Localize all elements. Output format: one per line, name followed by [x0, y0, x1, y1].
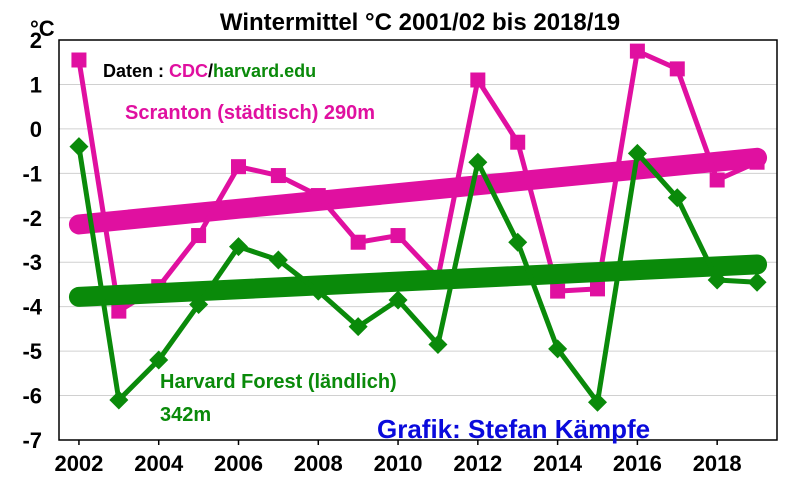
x-tick-label: 2004: [134, 451, 184, 476]
harvard-series: [68, 137, 768, 412]
x-tick-label: 2002: [54, 451, 103, 476]
y-tick-label: -4: [22, 295, 42, 320]
scranton-point: [310, 188, 326, 204]
x-tick-label: 2008: [294, 451, 343, 476]
source-harvard: harvard.edu: [213, 61, 316, 81]
scranton-point: [390, 228, 406, 244]
credit-label: Grafik: Stefan Kämpfe: [377, 414, 650, 444]
harvard-point: [667, 188, 687, 208]
axes: 2 1 0 -1 -2 -3 -4 -5 -6 -7 2002 2004 2006 2008 2010 201…: [22, 28, 778, 476]
x-tick-label: 2006: [214, 451, 263, 476]
scranton-point: [350, 234, 366, 250]
harvard-point: [109, 390, 129, 410]
harvard-point: [69, 137, 89, 157]
source-label: Daten : CDC/harvard.edu: [103, 61, 316, 81]
harvard-point: [308, 281, 328, 301]
source-cdc: CDC: [169, 61, 208, 81]
scranton-point: [590, 281, 605, 297]
x-tick-label: 2016: [613, 451, 662, 476]
source-prefix: Daten :: [103, 61, 169, 81]
y-tick-label: 1: [30, 72, 42, 97]
scranton-point: [510, 134, 526, 150]
y-tick-label: -1: [22, 161, 42, 186]
harvard-line: [76, 146, 758, 405]
harvard-point: [388, 290, 408, 310]
harvard-point: [229, 237, 248, 257]
harvard-point: [747, 272, 767, 292]
y-tick-label: -5: [22, 339, 42, 364]
harvard-point: [149, 350, 169, 370]
scranton-point: [629, 43, 645, 59]
x-tick-label: 2014: [533, 451, 583, 476]
y-unit-label: °C: [30, 16, 55, 41]
x-tick-label: 2018: [693, 451, 742, 476]
source-slash: /: [208, 61, 213, 81]
scranton-trend-line: [68, 147, 768, 235]
scranton-point: [71, 52, 87, 68]
y-tick-label: 2: [30, 28, 42, 53]
scranton-series: [68, 43, 768, 319]
harvard-point: [189, 294, 209, 314]
harvard-point: [627, 143, 647, 163]
scranton-point: [749, 154, 765, 170]
plot-frame: [58, 39, 778, 441]
harvard-point: [548, 339, 568, 359]
chart-title: Wintermittel °C 2001/02 bis 2018/19: [220, 9, 620, 36]
harvard-label-line1: Harvard Forest (ländlich): [160, 371, 397, 393]
x-tick-label: 2010: [374, 451, 423, 476]
x-tick-label: 2012: [453, 451, 502, 476]
scranton-point: [231, 159, 246, 175]
harvard-point: [348, 317, 368, 337]
scranton-point: [270, 168, 286, 184]
scranton-point: [550, 283, 566, 299]
harvard-point: [428, 334, 448, 354]
y-tick-label: -3: [22, 250, 42, 275]
scranton-point: [669, 61, 685, 77]
y-tick-label: -6: [22, 384, 42, 409]
harvard-label-line2: 342m: [160, 404, 211, 426]
harvard-trend-line: [68, 254, 768, 307]
series-group: [68, 43, 768, 412]
y-tick-label: -2: [22, 206, 42, 231]
harvard-point: [508, 232, 528, 252]
scranton-point: [191, 228, 207, 244]
y-tick-label: -7: [22, 428, 42, 453]
scranton-point: [111, 303, 127, 319]
scranton-point: [470, 72, 486, 88]
harvard-point: [468, 152, 488, 172]
scranton-label: Scranton (städtisch) 290m: [125, 102, 375, 124]
harvard-point: [707, 270, 727, 290]
scranton-point: [709, 172, 725, 188]
harvard-point: [588, 392, 607, 412]
y-tick-label: 0: [30, 117, 42, 142]
harvard-point: [268, 250, 288, 270]
